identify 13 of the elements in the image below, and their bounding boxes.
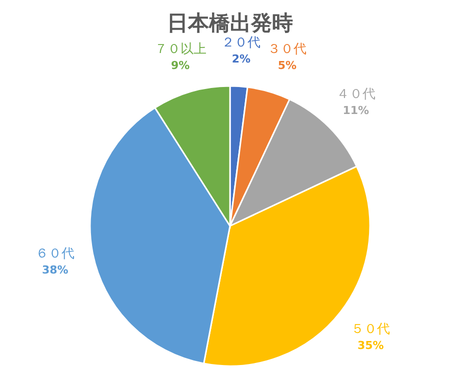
slice-label: ２０代	[222, 35, 261, 50]
slice-label: ６０代	[36, 246, 75, 262]
data-label: 5%	[278, 59, 297, 72]
chart-title: 日本橋出発時	[167, 11, 293, 35]
slice-label: ７０以上	[154, 42, 206, 58]
slice-label: ５０代	[351, 322, 390, 338]
data-label: 2%	[232, 52, 251, 66]
slice-label: ３０代	[268, 42, 307, 58]
slice-label: ４０代	[336, 87, 376, 102]
data-label: 11%	[342, 104, 370, 118]
data-label: 35%	[357, 339, 384, 352]
data-label: 38%	[42, 263, 68, 276]
data-label: 9%	[170, 59, 190, 72]
